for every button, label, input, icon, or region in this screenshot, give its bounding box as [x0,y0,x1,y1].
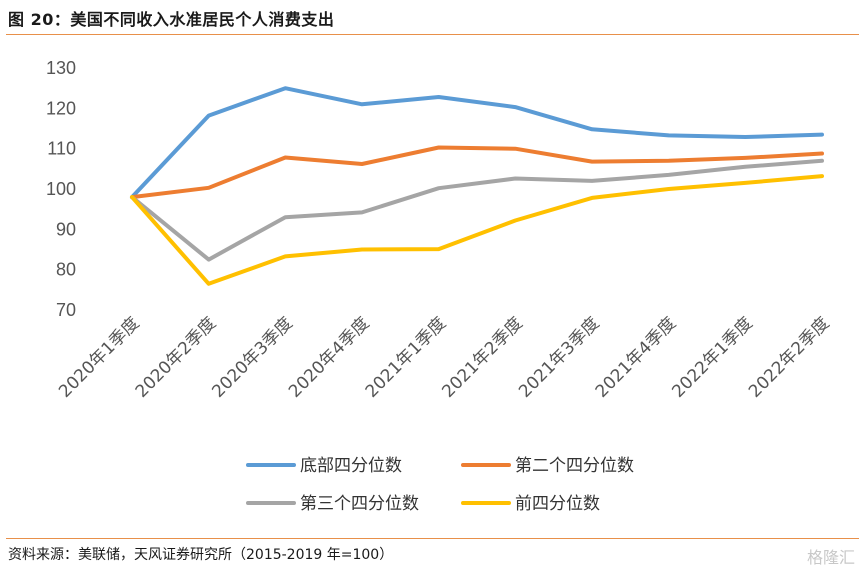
watermark: 格隆汇 [806,548,855,567]
series-line [130,145,824,200]
legend-label: 前四分位数 [515,494,600,514]
x-tick-label: 2021年4季度 [592,313,680,401]
x-tick-label: 2022年1季度 [668,313,756,401]
y-tick-label: 70 [56,300,76,320]
x-tick-label: 2022年2季度 [745,313,833,401]
y-tick-label: 100 [46,179,76,199]
x-tick-label: 2021年1季度 [362,313,450,401]
x-tick-label: 2020年1季度 [55,313,143,401]
y-tick-label: 90 [56,219,76,239]
legend-label: 第二个四分位数 [515,456,634,476]
series-line [130,86,824,200]
y-tick-label: 130 [46,58,76,78]
y-tick-label: 80 [56,260,76,280]
series-line [130,174,824,286]
x-tick-label: 2020年2季度 [132,313,220,401]
x-tick-label: 2020年3季度 [208,313,296,401]
legend-label: 底部四分位数 [300,456,402,476]
x-tick-label: 2020年4季度 [285,313,373,401]
series-line [130,158,824,262]
x-tick-label: 2021年3季度 [515,313,603,401]
y-tick-label: 110 [47,139,76,159]
figure-title: 图 20：美国不同收入水准居民个人消费支出 [8,10,335,29]
y-tick-label: 120 [46,98,76,118]
source-divider [6,538,859,539]
x-tick-label: 2021年2季度 [438,313,526,401]
legend-label: 第三个四分位数 [300,494,419,514]
source-note: 资料来源：美联储，天风证券研究所（2015-2019 年=100） [8,547,394,563]
title-divider [6,34,859,35]
line-chart: 70 80 90 100 110 120 130 2020年1季度2020年2季度2020年3… [46,58,834,514]
